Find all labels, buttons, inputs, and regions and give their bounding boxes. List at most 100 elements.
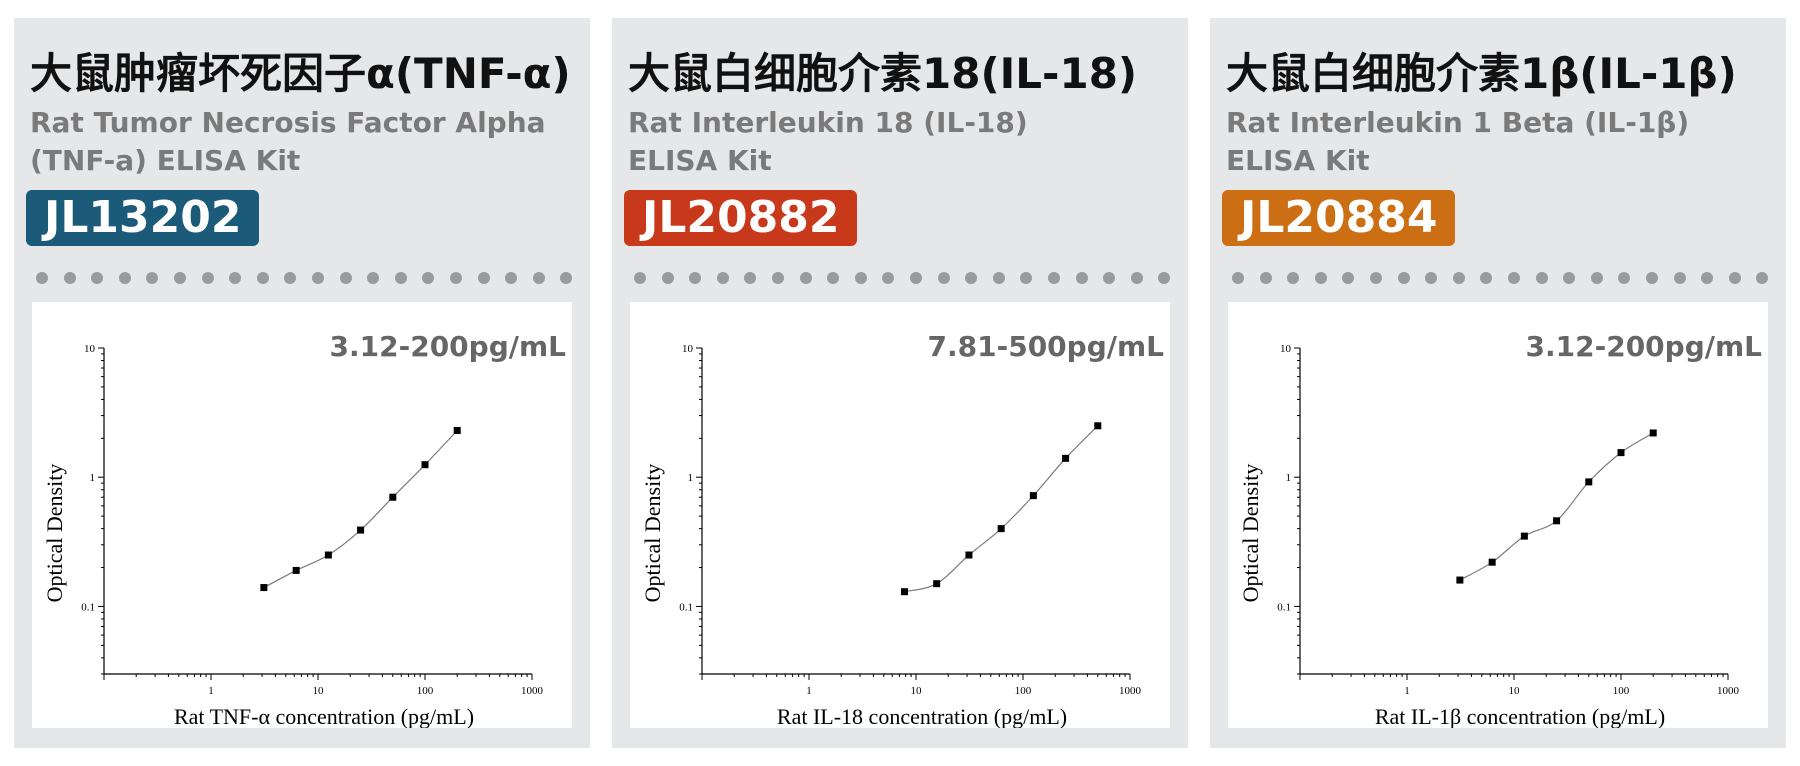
divider-dot bbox=[689, 272, 702, 284]
data-point bbox=[933, 580, 941, 588]
y-axis-title: Optical Density bbox=[1238, 464, 1263, 603]
standard-curve-panel: 3.12-200pg/mL 1 10 100 1000 0.1 1 10 Rat IL-1β … bbox=[1228, 302, 1768, 728]
standard-curve-panel: 7.81-500pg/mL 1 10 100 1000 0.1 1 10 Rat IL-18 … bbox=[630, 302, 1170, 728]
divider-dot bbox=[1103, 272, 1116, 284]
divider-dot bbox=[1020, 272, 1033, 284]
product-title-cn: 大鼠肿瘤坏死因子α(TNF-α) bbox=[30, 49, 571, 98]
detection-range: 3.12-200pg/mL bbox=[1525, 330, 1762, 363]
divider-dot bbox=[937, 272, 950, 284]
divider-dot bbox=[799, 272, 812, 284]
divider-dot bbox=[118, 272, 131, 284]
divider-dot bbox=[505, 272, 518, 284]
standard-curve-chart: 1 10 100 1000 0.1 1 10 Rat IL-1β concentration … bbox=[1238, 343, 1740, 728]
divider-dot bbox=[450, 272, 462, 284]
y-tick-label: 1 bbox=[1286, 472, 1292, 484]
standard-curve-chart: 1 10 100 1000 0.1 1 10 Rat IL-18 concentration … bbox=[640, 343, 1142, 728]
data-point bbox=[453, 426, 461, 434]
divider-dot bbox=[532, 272, 545, 284]
divider-dot bbox=[1646, 272, 1658, 284]
divider-dot bbox=[1314, 272, 1327, 284]
x-tick-label: 10 bbox=[1509, 685, 1521, 697]
y-axis-title: Optical Density bbox=[640, 464, 665, 603]
fit-curve bbox=[904, 425, 1099, 593]
data-point bbox=[1456, 576, 1464, 584]
y-tick-label: 10 bbox=[682, 343, 694, 355]
divider-dot bbox=[229, 272, 242, 284]
divider-dot bbox=[1673, 272, 1686, 284]
data-point bbox=[901, 588, 909, 596]
x-tick-label: 1 bbox=[1404, 685, 1410, 697]
divider-dot bbox=[910, 272, 922, 284]
data-point bbox=[292, 566, 300, 574]
divider-dot bbox=[1342, 272, 1355, 284]
divider-dot bbox=[1618, 272, 1631, 284]
x-axis-title: Rat TNF-α concentration (pg/mL) bbox=[174, 704, 474, 728]
data-point bbox=[1488, 558, 1496, 566]
data-point bbox=[1094, 422, 1102, 430]
product-title-en: Rat Interleukin 18 (IL-18) ELISA Kit bbox=[628, 104, 1028, 180]
divider-dot bbox=[992, 272, 1005, 284]
product-title-en-line1: Rat Tumor Necrosis Factor Alpha bbox=[30, 106, 546, 139]
data-point bbox=[1029, 492, 1037, 500]
product-title-en: Rat Tumor Necrosis Factor Alpha (TNF-a) … bbox=[30, 104, 546, 180]
divider-dot bbox=[1452, 272, 1465, 284]
divider-dot bbox=[1232, 272, 1244, 284]
divider-dot bbox=[36, 272, 48, 284]
divider-dot bbox=[284, 272, 297, 284]
divider-dot bbox=[661, 272, 674, 284]
data-point bbox=[357, 526, 365, 534]
y-tick-label: 0.1 bbox=[1277, 601, 1291, 613]
data-point bbox=[1520, 532, 1528, 540]
x-axis-title: Rat IL-1β concentration (pg/mL) bbox=[1375, 704, 1665, 728]
y-tick-label: 0.1 bbox=[679, 601, 693, 613]
y-tick-label: 0.1 bbox=[81, 601, 95, 613]
divider-dot bbox=[965, 272, 978, 284]
product-title-en-line2: ELISA Kit bbox=[628, 144, 772, 177]
x-tick-label: 100 bbox=[417, 685, 434, 697]
y-tick-label: 10 bbox=[84, 343, 96, 355]
divider-dot bbox=[1756, 272, 1769, 284]
divider-dot bbox=[312, 272, 324, 284]
product-title-cn: 大鼠白细胞介素18(IL-18) bbox=[628, 49, 1138, 98]
standard-curve-panel: 3.12-200pg/mL 1 10 100 1000 0.1 1 10 Rat TNF-α … bbox=[32, 302, 572, 728]
divider-dot bbox=[1130, 272, 1143, 284]
divider-dot bbox=[477, 272, 490, 284]
divider-dot bbox=[1287, 272, 1300, 284]
divider-dot bbox=[1535, 272, 1548, 284]
divider-dot bbox=[174, 272, 186, 284]
divider-dot bbox=[1397, 272, 1410, 284]
x-tick-label: 10 bbox=[911, 685, 923, 697]
y-tick-label: 1 bbox=[90, 472, 96, 484]
divider-dot bbox=[1370, 272, 1382, 284]
product-title-en-line2: ELISA Kit bbox=[1226, 144, 1370, 177]
x-tick-label: 100 bbox=[1015, 685, 1032, 697]
divider-dot bbox=[1048, 272, 1060, 284]
detection-range: 3.12-200pg/mL bbox=[329, 330, 566, 363]
divider-dot bbox=[1425, 272, 1438, 284]
product-card-il18: 大鼠白细胞介素18(IL-18) Rat Interleukin 18 (IL-… bbox=[612, 18, 1188, 748]
divider-dot bbox=[560, 272, 573, 284]
divider-dot bbox=[367, 272, 380, 284]
divider-dot bbox=[1508, 272, 1520, 284]
data-point bbox=[260, 584, 268, 592]
data-point bbox=[389, 493, 397, 501]
divider-dot bbox=[1590, 272, 1603, 284]
y-axis-title: Optical Density bbox=[42, 464, 67, 603]
x-axis-title: Rat IL-18 concentration (pg/mL) bbox=[777, 704, 1067, 728]
divider-dot bbox=[1158, 272, 1171, 284]
y-tick-label: 1 bbox=[688, 472, 694, 484]
fit-curve bbox=[263, 430, 458, 589]
x-tick-label: 1 bbox=[806, 685, 812, 697]
divider-dot bbox=[422, 272, 435, 284]
y-tick-label: 10 bbox=[1280, 343, 1292, 355]
divider-dot bbox=[146, 272, 159, 284]
data-point bbox=[1553, 517, 1561, 525]
divider-dot bbox=[1480, 272, 1493, 284]
x-tick-label: 1000 bbox=[1119, 685, 1142, 697]
product-card-il1b: 大鼠白细胞介素1β(IL-1β) Rat Interleukin 1 Beta … bbox=[1210, 18, 1786, 748]
divider-dot bbox=[339, 272, 352, 284]
divider-dot bbox=[1259, 272, 1272, 284]
divider-dot bbox=[634, 272, 646, 284]
divider-dot bbox=[394, 272, 407, 284]
divider-dot bbox=[63, 272, 76, 284]
